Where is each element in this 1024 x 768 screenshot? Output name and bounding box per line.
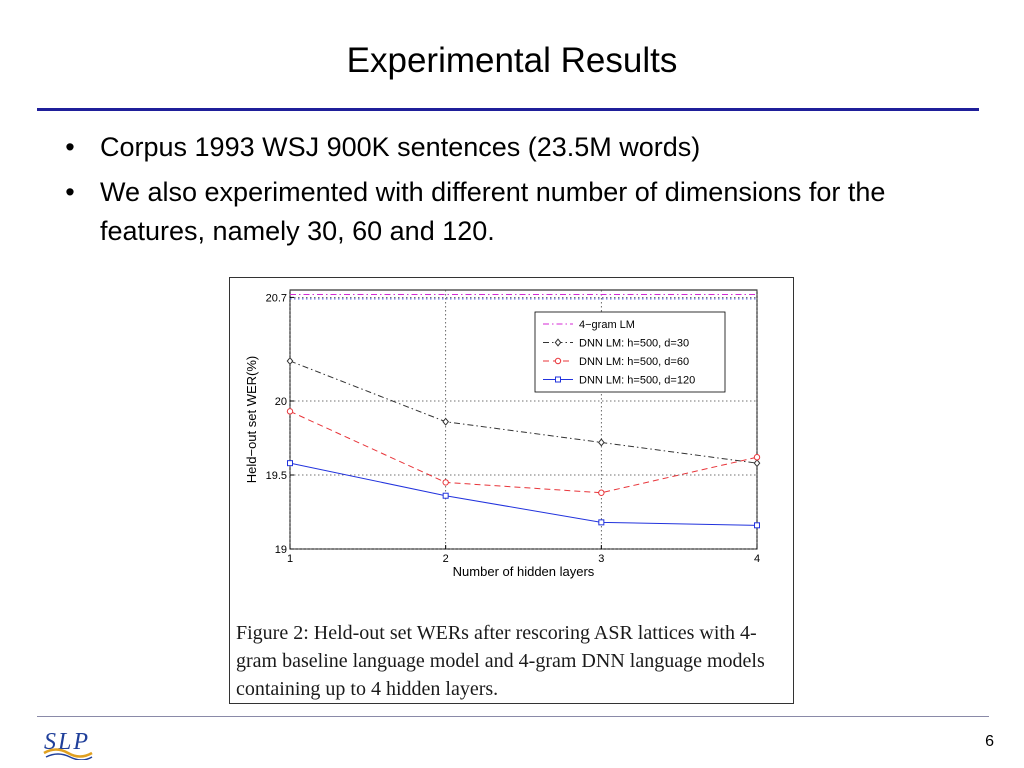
bullet-marker: • <box>65 177 75 207</box>
x-tick-label: 2 <box>443 553 449 565</box>
page-number: 6 <box>985 733 994 750</box>
figure-caption: Figure 2: Held-out set WERs after rescor… <box>236 622 765 700</box>
bullet-list: • Corpus 1993 WSJ 900K sentences (23.5M … <box>60 128 960 257</box>
data-point-3 <box>286 408 294 415</box>
data-point-2 <box>286 356 294 366</box>
series-line-3 <box>289 410 758 494</box>
y-tick-label: 19.5 <box>266 470 287 482</box>
data-point-2 <box>753 459 761 468</box>
data-point-4 <box>442 492 449 499</box>
legend-label-4: DNN LM: h=500, d=120 <box>579 375 695 387</box>
bullet-text: Corpus 1993 WSJ 900K sentences (23.5M wo… <box>100 132 701 162</box>
bullet-item: • Corpus 1993 WSJ 900K sentences (23.5M … <box>60 128 960 167</box>
legend-label-1: 4−gram LM <box>579 319 635 331</box>
data-point-4 <box>598 519 605 526</box>
slide-title: Experimental Results <box>346 41 678 80</box>
data-point-3 <box>598 489 605 496</box>
bullet-text: We also experimented with different numb… <box>100 177 886 246</box>
bullet-item: • We also experimented with different nu… <box>60 173 960 251</box>
y-tick-label: 20 <box>275 396 287 408</box>
legend-marker-2 <box>554 338 562 347</box>
series-line-2 <box>289 360 758 464</box>
wer-line-chart: 1 2 3 4 19 19.5 20 20.7 Number of hidden layers H… <box>244 289 761 579</box>
legend-marker-3 <box>554 357 562 365</box>
data-point-4 <box>754 522 760 529</box>
x-tick-label: 1 <box>287 553 293 565</box>
x-axis-label: Number of hidden layers <box>453 564 595 579</box>
x-tick-label: 4 <box>754 553 760 565</box>
legend-label-2: DNN LM: h=500, d=30 <box>579 338 689 350</box>
data-point-4 <box>287 460 293 467</box>
data-point-2 <box>442 417 450 426</box>
y-tick-label: 20.7 <box>266 292 287 304</box>
slp-logo: SLP <box>43 729 93 760</box>
series-line-4 <box>289 462 758 526</box>
legend-marker-4 <box>555 376 561 383</box>
x-tick-label: 3 <box>598 553 604 565</box>
data-point-2 <box>597 438 605 447</box>
bullet-marker: • <box>65 132 75 162</box>
legend-box <box>534 311 726 393</box>
legend-label-3: DNN LM: h=500, d=60 <box>579 356 689 368</box>
data-point-3 <box>753 454 761 461</box>
footer-divider <box>37 716 989 717</box>
y-tick-label: 19 <box>275 544 287 556</box>
figure: 1 2 3 4 19 19.5 20 20.7 Number of hidden layers H… <box>229 277 794 704</box>
title-divider <box>37 108 979 111</box>
y-axis-label: Held−out set WER(%) <box>244 356 259 484</box>
data-point-3 <box>442 479 449 486</box>
